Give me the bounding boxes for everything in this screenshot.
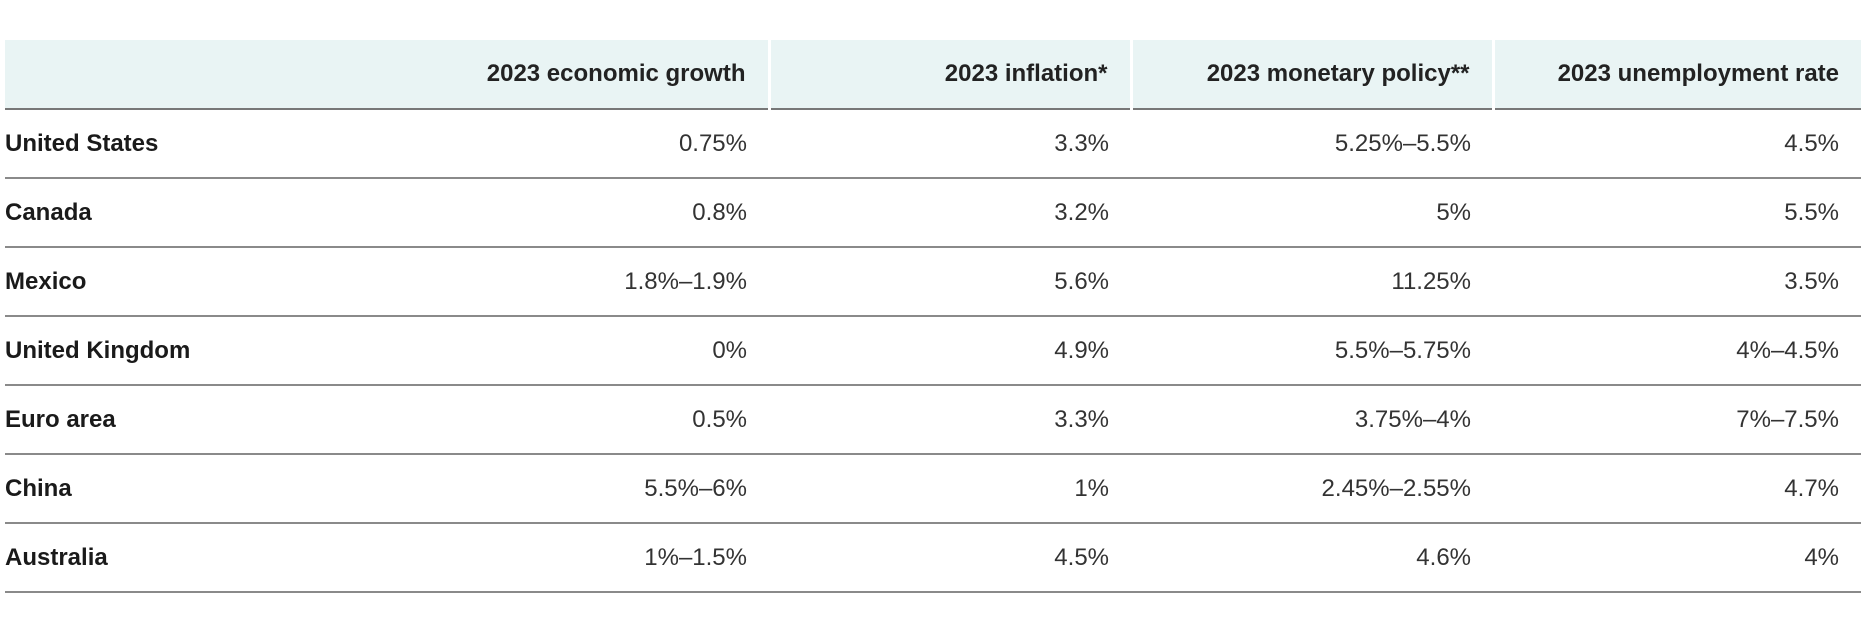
header-economic-growth: 2023 economic growth (395, 40, 769, 110)
economic-growth-cell: 1%–1.5% (395, 523, 769, 593)
unemployment-rate-cell: 4.7% (1493, 454, 1861, 524)
inflation-cell: 3.3% (769, 109, 1131, 179)
country-cell: Australia (5, 523, 395, 593)
table-header: 2023 economic growth 2023 inflation* 202… (5, 40, 1861, 110)
monetary-policy-cell: 11.25% (1131, 247, 1493, 317)
header-monetary-policy: 2023 monetary policy** (1129, 40, 1493, 110)
table-row: China 5.5%–6% 1% 2.45%–2.55% 4.7% (5, 454, 1861, 524)
inflation-cell: 3.3% (769, 385, 1131, 455)
unemployment-rate-cell: 4%–4.5% (1493, 316, 1861, 386)
unemployment-rate-cell: 3.5% (1493, 247, 1861, 317)
unemployment-rate-cell: 4.5% (1493, 109, 1861, 179)
economic-growth-cell: 0.8% (395, 178, 769, 248)
inflation-cell: 5.6% (769, 247, 1131, 317)
header-unemployment-rate: 2023 unemployment rate (1491, 40, 1861, 110)
table-row: Mexico 1.8%–1.9% 5.6% 11.25% 3.5% (5, 247, 1861, 317)
monetary-policy-cell: 5.25%–5.5% (1131, 109, 1493, 179)
country-cell: China (5, 454, 395, 524)
economic-growth-cell: 1.8%–1.9% (395, 247, 769, 317)
inflation-cell: 1% (769, 454, 1131, 524)
table-row: United States 0.75% 3.3% 5.25%–5.5% 4.5% (5, 109, 1861, 179)
header-row: 2023 economic growth 2023 inflation* 202… (5, 40, 1861, 110)
unemployment-rate-cell: 5.5% (1493, 178, 1861, 248)
table-body: United States 0.75% 3.3% 5.25%–5.5% 4.5%… (5, 109, 1861, 593)
table-row: United Kingdom 0% 4.9% 5.5%–5.75% 4%–4.5… (5, 316, 1861, 386)
header-country (5, 40, 395, 110)
country-cell: Mexico (5, 247, 395, 317)
country-cell: United States (5, 109, 395, 179)
unemployment-rate-cell: 4% (1493, 523, 1861, 593)
monetary-policy-cell: 4.6% (1131, 523, 1493, 593)
economic-forecast-table-container: 2023 economic growth 2023 inflation* 202… (5, 40, 1861, 593)
country-cell: Euro area (5, 385, 395, 455)
country-cell: United Kingdom (5, 316, 395, 386)
monetary-policy-cell: 5% (1131, 178, 1493, 248)
inflation-cell: 4.5% (769, 523, 1131, 593)
table-row: Euro area 0.5% 3.3% 3.75%–4% 7%–7.5% (5, 385, 1861, 455)
unemployment-rate-cell: 7%–7.5% (1493, 385, 1861, 455)
header-inflation: 2023 inflation* (767, 40, 1131, 110)
table-row: Australia 1%–1.5% 4.5% 4.6% 4% (5, 523, 1861, 593)
economic-growth-cell: 0% (395, 316, 769, 386)
economic-growth-cell: 0.5% (395, 385, 769, 455)
inflation-cell: 4.9% (769, 316, 1131, 386)
economic-forecast-table: 2023 economic growth 2023 inflation* 202… (5, 40, 1861, 593)
monetary-policy-cell: 5.5%–5.75% (1131, 316, 1493, 386)
monetary-policy-cell: 2.45%–2.55% (1131, 454, 1493, 524)
table-row: Canada 0.8% 3.2% 5% 5.5% (5, 178, 1861, 248)
country-cell: Canada (5, 178, 395, 248)
economic-growth-cell: 5.5%–6% (395, 454, 769, 524)
economic-growth-cell: 0.75% (395, 109, 769, 179)
monetary-policy-cell: 3.75%–4% (1131, 385, 1493, 455)
inflation-cell: 3.2% (769, 178, 1131, 248)
